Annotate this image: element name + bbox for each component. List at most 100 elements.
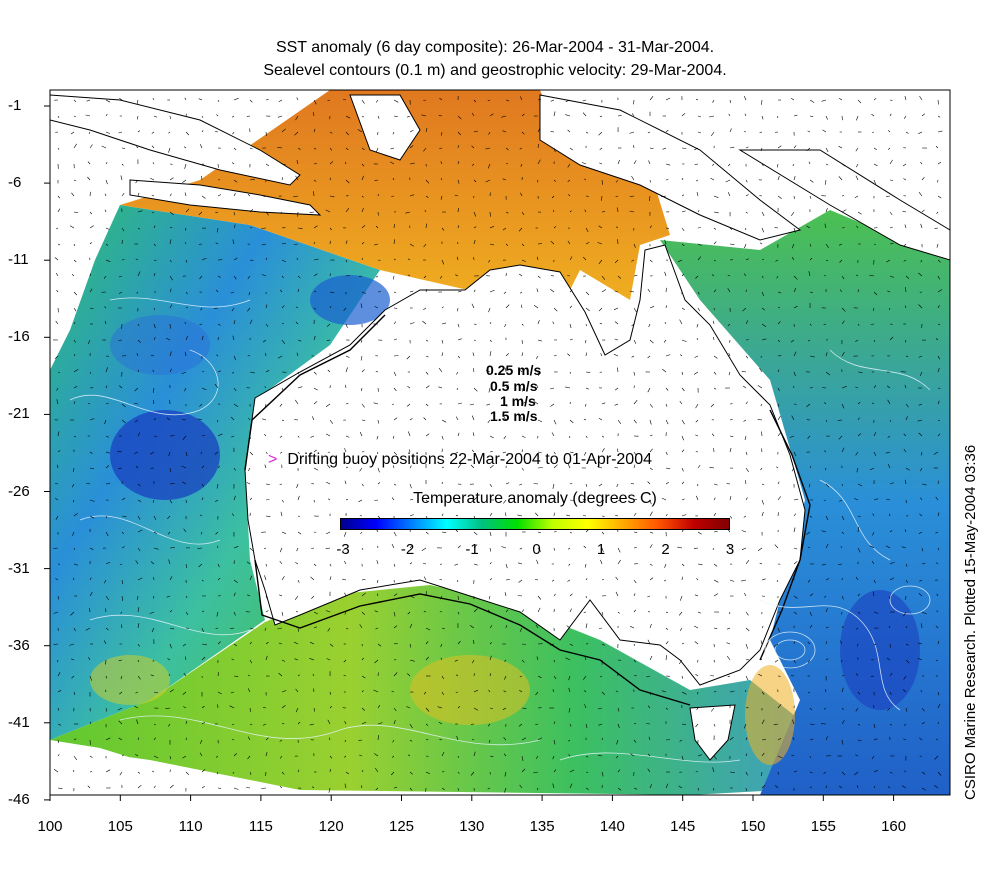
velocity-arrow [775, 259, 779, 262]
velocity-arrow [665, 467, 671, 470]
velocity-arrow [454, 563, 459, 566]
velocity-arrow [709, 115, 715, 118]
velocity-arrow [439, 739, 443, 741]
velocity-arrow [313, 563, 317, 567]
velocity-arrow [647, 288, 651, 293]
colorbar-title: Temperature anomaly (degrees C) [413, 490, 657, 507]
velocity-arrow [441, 322, 447, 325]
velocity-arrow [73, 547, 76, 550]
velocity-arrow [744, 435, 747, 441]
velocity-arrow [393, 451, 398, 456]
velocity-arrow [261, 787, 267, 789]
velocity-arrow [169, 177, 174, 181]
velocity-arrow [201, 768, 206, 773]
velocity-arrow [185, 737, 187, 741]
velocity-arrow [391, 543, 395, 549]
velocity-arrow [905, 563, 908, 567]
velocity-arrow [73, 321, 76, 325]
velocity-arrow [729, 771, 735, 773]
velocity-arrow [265, 304, 268, 309]
velocity-arrow [424, 209, 427, 213]
velocity-arrow [104, 209, 107, 213]
velocity-arrow [793, 561, 798, 565]
velocity-arrow [344, 739, 347, 742]
velocity-arrow [567, 163, 571, 168]
velocity-arrow [937, 419, 941, 421]
velocity-arrow [537, 143, 540, 149]
velocity-arrow [297, 495, 300, 501]
velocity-arrow [695, 673, 699, 677]
velocity-arrow [537, 547, 542, 552]
velocity-arrow [601, 771, 604, 777]
velocity-arrow [361, 579, 366, 581]
velocity-arrow [473, 211, 477, 217]
velocity-arrow [501, 115, 507, 118]
velocity-arrow [729, 496, 732, 501]
velocity-arrow [600, 675, 603, 678]
velocity-arrow [649, 784, 652, 789]
velocity-arrow [137, 432, 141, 437]
velocity-arrow [569, 371, 572, 374]
velocity-arrow [553, 226, 557, 229]
velocity-arrow [809, 723, 815, 725]
velocity-arrow [566, 625, 571, 629]
velocity-arrow [697, 256, 702, 261]
velocity-arrow [168, 559, 171, 565]
velocity-arrow [294, 658, 299, 661]
velocity-arrow [325, 547, 331, 550]
velocity-arrow [568, 435, 571, 439]
velocity-arrow [214, 451, 219, 455]
velocity-arrow [633, 609, 637, 613]
lat-tick-label: -26 [8, 482, 30, 500]
velocity-arrow [727, 323, 731, 327]
lon-tick-label: 120 [318, 818, 344, 835]
velocity-arrow [182, 179, 187, 184]
velocity-arrow [680, 595, 683, 601]
velocity-arrow [937, 161, 942, 165]
velocity-arrow [361, 224, 366, 229]
velocity-arrow [521, 304, 523, 309]
velocity-arrow [137, 607, 140, 613]
velocity-arrow [889, 672, 893, 677]
velocity-arrow [504, 323, 507, 328]
velocity-arrow [857, 723, 861, 726]
velocity-arrow [121, 419, 126, 424]
shelf-contour [244, 314, 811, 706]
velocity-arrow [873, 591, 875, 597]
velocity-arrow [185, 208, 190, 213]
velocity-arrow [89, 371, 92, 374]
velocity-arrow [233, 579, 238, 583]
velocity-arrow [918, 304, 923, 309]
velocity-arrow [807, 435, 811, 439]
velocity-arrow [761, 784, 766, 789]
velocity-arrow [841, 707, 844, 710]
velocity-arrow [777, 175, 780, 181]
velocity-arrow [73, 143, 77, 149]
velocity-arrow [153, 115, 157, 118]
velocity-arrow [215, 627, 219, 629]
velocity-arrow [197, 418, 203, 421]
velocity-arrow [247, 594, 251, 597]
velocity-arrow [536, 656, 539, 661]
velocity-arrow [713, 691, 717, 693]
velocity-arrow [582, 112, 587, 117]
velocity-arrow [168, 674, 171, 677]
velocity-arrow [873, 498, 879, 501]
velocity-arrow [761, 307, 765, 311]
velocity-arrow [185, 131, 190, 136]
velocity-arrow [329, 161, 334, 165]
velocity-arrow [485, 179, 491, 183]
velocity-arrow [568, 687, 571, 693]
velocity-arrow [841, 307, 846, 312]
velocity-arrow [103, 275, 107, 279]
velocity-arrow [167, 658, 171, 661]
velocity-arrow [873, 643, 877, 646]
velocity-arrow [873, 179, 876, 185]
velocity-arrow [281, 659, 286, 662]
velocity-arrow [825, 543, 829, 549]
velocity-arrow [808, 271, 811, 277]
velocity-arrow [777, 481, 780, 485]
velocity-arrow [569, 419, 574, 424]
velocity-arrow [647, 131, 651, 134]
velocity-arrow [457, 787, 459, 791]
